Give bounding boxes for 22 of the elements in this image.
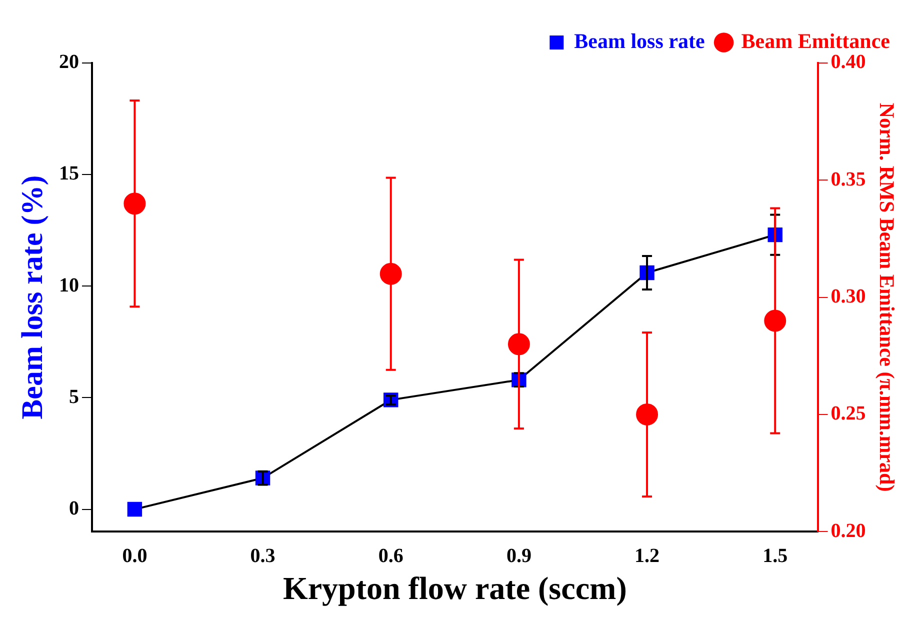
y2-tick-label: 0.25 xyxy=(830,402,866,425)
x-axis-title: Krypton flow rate (sccm) xyxy=(282,570,627,606)
point xyxy=(127,502,142,517)
x-tick-label: 0.0 xyxy=(122,544,148,567)
y-tick-label: 20 xyxy=(59,51,79,74)
y2-tick-label: 0.30 xyxy=(830,285,866,308)
y-tick-label: 10 xyxy=(59,274,79,296)
y-axis-title: Beam loss rate (%) xyxy=(16,175,49,420)
y-tick-label: 0 xyxy=(69,497,79,520)
y2-axis-title: Norm. RMS Beam Emittance (π.mm.mrad) xyxy=(874,102,899,492)
y2-tick-label: 0.35 xyxy=(830,168,866,190)
y-tick-label: 15 xyxy=(59,162,79,185)
legend-label: Beam loss rate xyxy=(574,28,705,53)
legend-label: Beam Emittance xyxy=(741,28,890,53)
x-tick-label: 1.2 xyxy=(634,544,660,567)
y2-tick-label: 0.40 xyxy=(830,51,866,74)
y2-tick-label: 0.20 xyxy=(830,520,866,542)
x-tick-label: 0.3 xyxy=(250,544,276,567)
x-tick-label: 0.9 xyxy=(506,544,532,567)
y-tick-label: 5 xyxy=(69,386,79,408)
x-tick-label: 0.6 xyxy=(378,544,404,567)
x-tick-label: 1.5 xyxy=(762,544,788,567)
